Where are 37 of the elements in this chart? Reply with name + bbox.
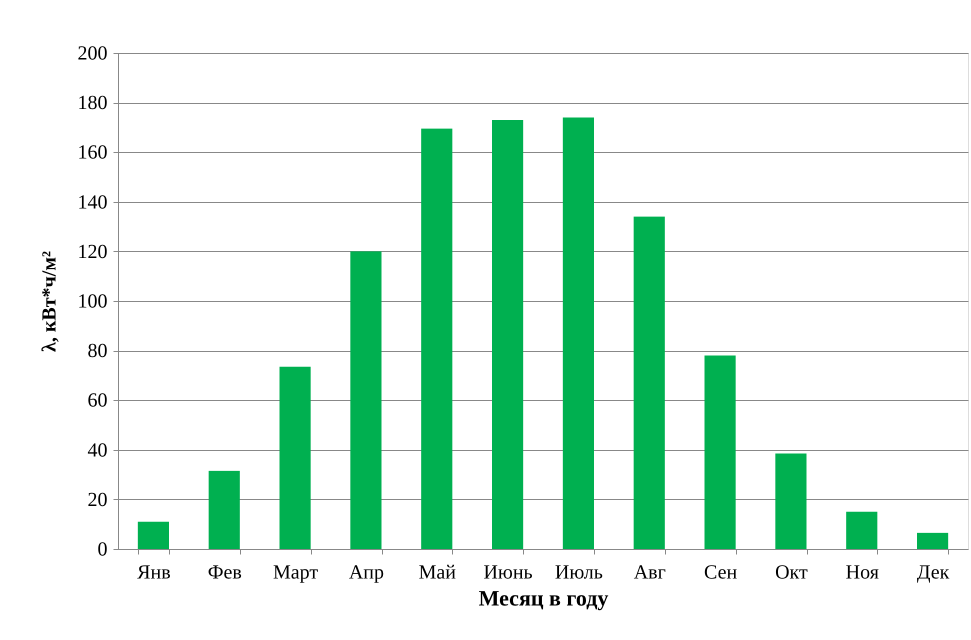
x-tick-label: Янв — [137, 562, 171, 584]
y-tick-label: 40 — [88, 439, 108, 462]
bar — [846, 512, 878, 549]
y-axis-title: λ, кВт*ч/м² — [38, 251, 60, 352]
x-tick-label: Май — [418, 562, 456, 584]
x-axis-title: Месяц в году — [478, 586, 608, 610]
bar — [421, 128, 452, 549]
y-tick-label: 80 — [88, 340, 108, 362]
x-tick-label: Июнь — [483, 562, 533, 584]
x-tick-label: Дек — [916, 562, 950, 584]
y-tick-label: 0 — [98, 538, 108, 560]
y-tick-label: 100 — [78, 290, 108, 312]
x-tick-label: Март — [273, 562, 318, 584]
x-tick-label: Авг — [634, 562, 666, 584]
x-tick-label: Окт — [775, 562, 808, 584]
x-tick-label: Июль — [554, 562, 603, 584]
x-tick-label: Сен — [704, 562, 738, 584]
y-tick-label: 180 — [78, 92, 108, 114]
bar — [208, 470, 240, 549]
bar — [492, 120, 524, 549]
y-tick-label: 120 — [78, 240, 108, 263]
x-tick-label: Апр — [348, 562, 384, 584]
bar — [634, 216, 665, 549]
bar — [775, 454, 806, 549]
bar — [280, 366, 311, 549]
y-tick-label: 160 — [78, 142, 108, 164]
y-tick-label: 20 — [88, 488, 108, 511]
y-tick-label: 200 — [78, 42, 108, 64]
bar — [138, 522, 169, 549]
bar — [562, 117, 594, 549]
bar — [350, 251, 382, 549]
y-tick-label: 140 — [78, 191, 108, 214]
bar — [917, 532, 948, 549]
bar — [704, 356, 736, 549]
y-tick-label: 60 — [88, 390, 108, 412]
x-tick-label: Ноя — [846, 562, 879, 584]
x-tick-label: Фев — [208, 562, 242, 584]
